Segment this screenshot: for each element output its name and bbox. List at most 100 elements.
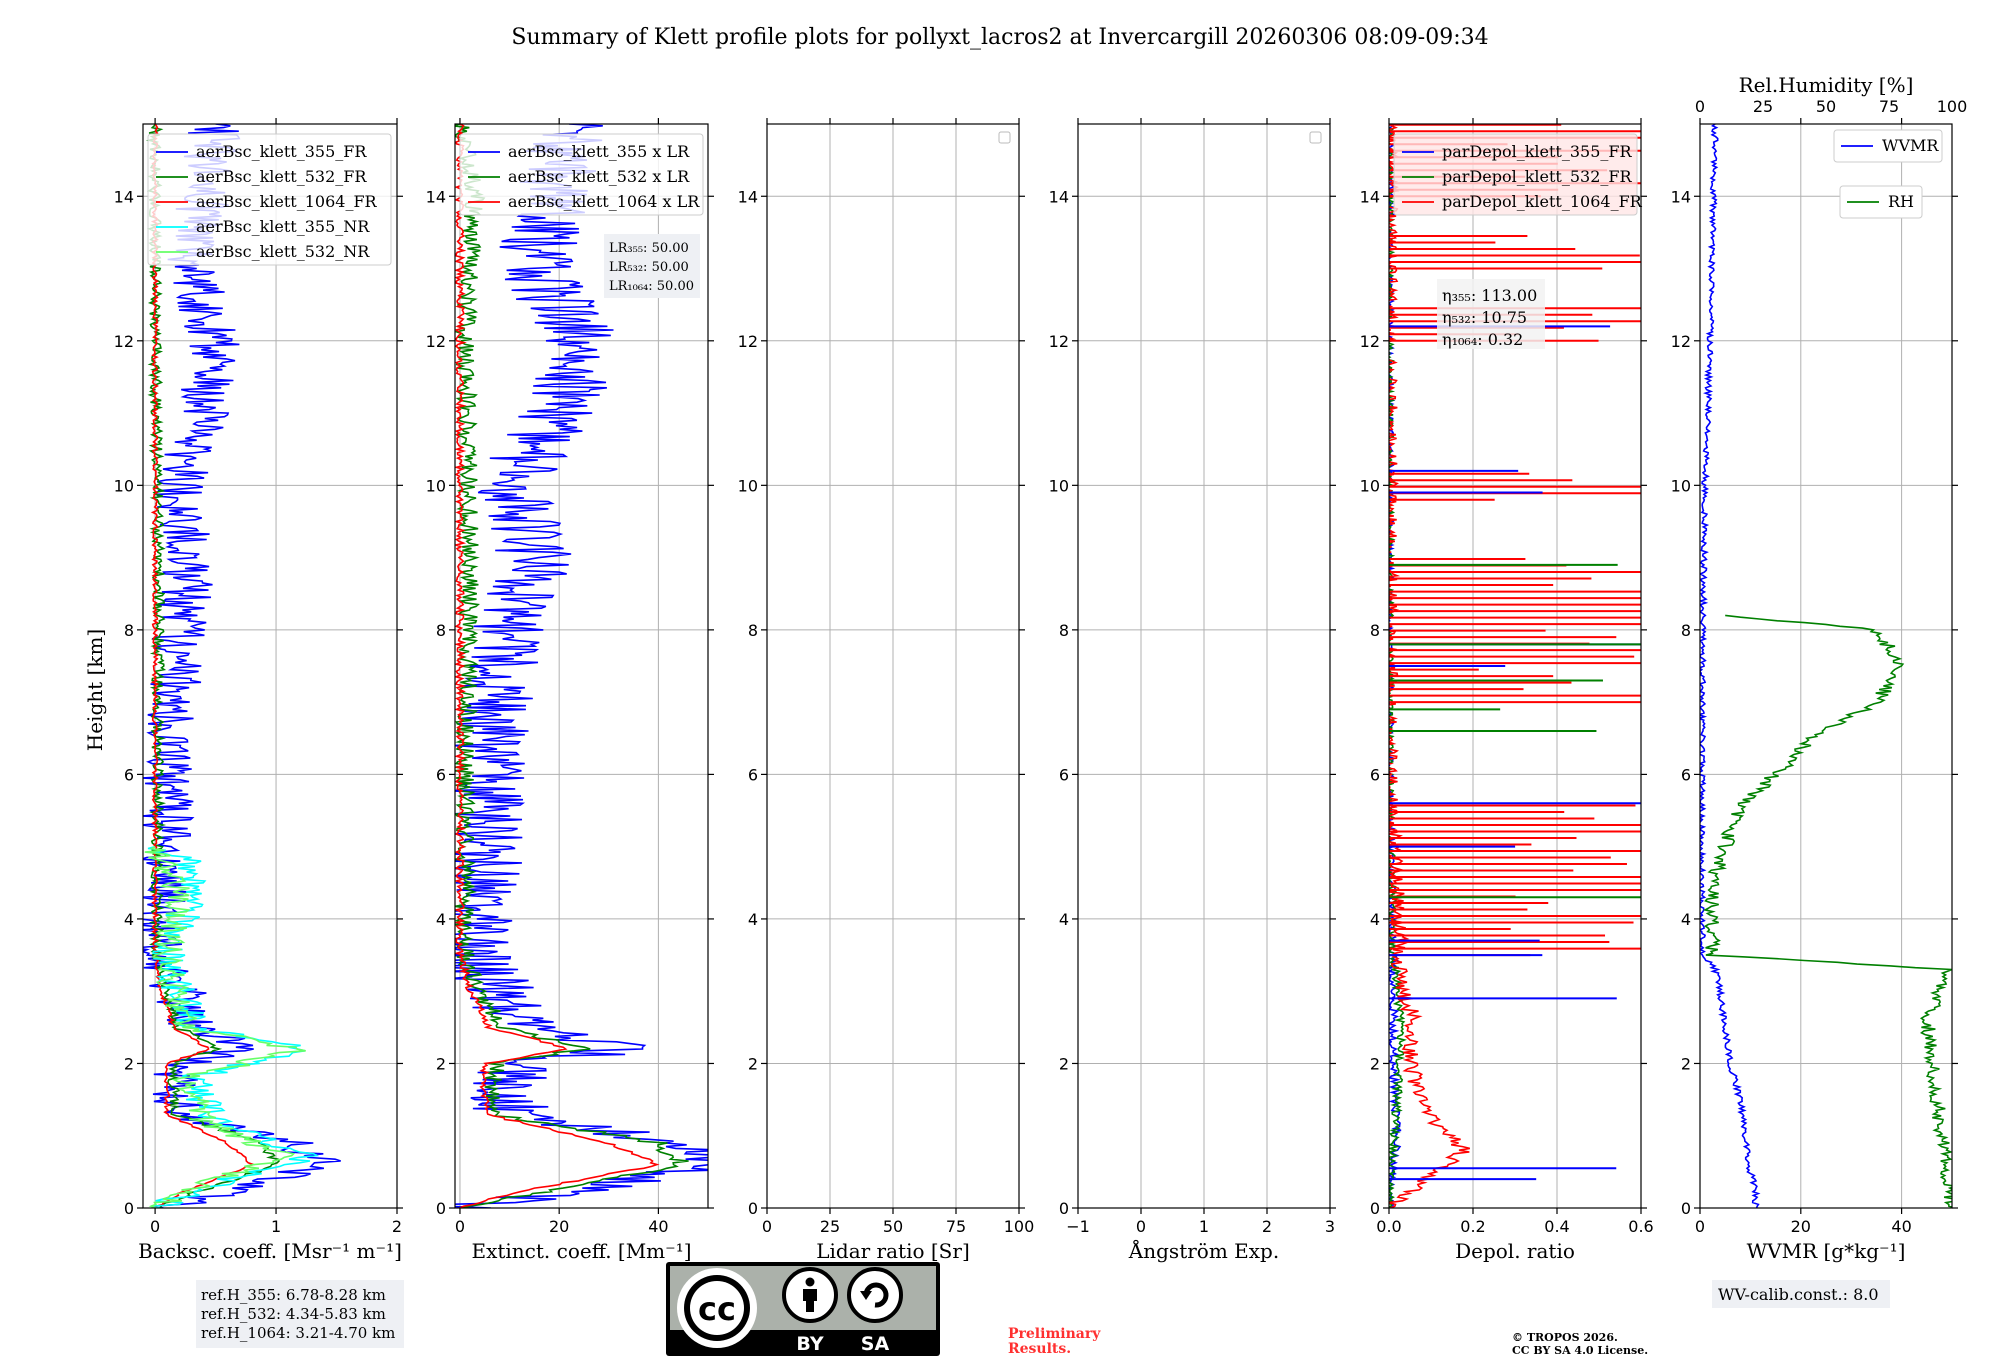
y-tick-label: 6 [1370,765,1380,784]
x-tick-label: 0.4 [1544,1217,1569,1236]
annotation-box [1437,279,1545,349]
y-tick-label: 10 [114,476,134,495]
x-tick-label: 0 [1695,1217,1705,1236]
legend-entry: aerBsc_klett_532 x LR [508,167,690,186]
y-tick-label: 6 [436,765,446,784]
series-line-aerBsc_klett_1064_FR [150,124,257,1208]
annotation-box [1712,1280,1890,1308]
legend-box [147,133,392,266]
x-axis-label: Lidar ratio [Sr] [816,1239,970,1263]
empty-legend-box [998,131,1011,144]
legend-box [1393,133,1638,216]
legend-entry: RH [1888,192,1914,211]
series-line-parDepol_klett_1064_FR [1389,124,1470,1208]
x-tick-label: 1 [1199,1217,1209,1236]
empty-legend-box [1309,131,1322,144]
y-tick-label: 6 [1059,765,1069,784]
series-line-WVMR [1700,124,1761,1208]
x-tick-label: 1 [271,1217,281,1236]
plot-frame [142,123,398,1209]
x-tick-label: 100 [1004,1217,1035,1236]
x-axis-label: WVMR [g*kg⁻¹] [1747,1239,1906,1263]
x2-tick-label: 100 [1937,97,1968,116]
x-tick-label: 3 [1325,1217,1335,1236]
x2-tick-label: 25 [1753,97,1773,116]
y-tick-label: 0 [1059,1199,1069,1218]
x-tick-label: −1 [1066,1217,1090,1236]
annotation-line: WV-calib.const.: 8.0 [1718,1285,1879,1304]
series-group [143,124,341,1208]
y-tick-label: 4 [124,910,134,929]
series-line-parDepol_klett_355_FR [1389,124,1402,1208]
series-line-aerBsc_klett_532_NR [144,845,306,1208]
ref-height-355: ref.H_355: 6.78-8.28 km [201,1286,386,1304]
series-line-RH [1702,614,1952,1208]
series-group [1389,124,1641,1208]
legend-entry: aerBsc_klett_355_FR [196,142,367,161]
y-tick-label: 2 [436,1054,446,1073]
x-tick-label: 0 [455,1217,465,1236]
wv-calibration-annotation: WV-calib.const.: 8.0 [1712,1280,1890,1308]
annotation-box [604,234,700,298]
x-axis-label: Ångström Exp. [1128,1238,1279,1263]
y-tick-label: 4 [748,910,758,929]
y-tick-label: 0 [436,1199,446,1218]
y-tick-label: 10 [738,476,758,495]
y-tick-label: 4 [1059,910,1069,929]
x-tick-label: 40 [648,1217,668,1236]
annotation-line: η₅₃₂: 10.75 [1442,308,1527,327]
x-axis-label: Backsc. coeff. [Msr⁻¹ m⁻¹] [138,1239,402,1263]
y-tick-label: 12 [114,332,134,351]
legend: parDepol_klett_355_FR parDepol_klett_532_… [1393,133,1643,216]
x-tick-label: 0.6 [1628,1217,1653,1236]
series-line-aerBsc_klett_355 x LR [455,124,708,1208]
copyright-line1: © TROPOS 2026. [1512,1331,1618,1344]
annotation-line: η₁₀₆₄: 0.32 [1442,330,1523,349]
legend-entry: parDepol_klett_532_FR [1442,167,1633,186]
ref-height-532: ref.H_532: 4.34-5.83 km [201,1305,386,1323]
preliminary-note-line2: Results. [1008,1341,1071,1357]
legend: WVMR RH [1833,129,1943,219]
y-tick-label: 0 [748,1199,758,1218]
x-tick-label: 2 [1262,1217,1272,1236]
depol-calibration-annotation: η₃₅₅: 113.00 η₅₃₂: 10.75 η₁₀₆₄: 0.32 [1437,279,1545,349]
y-tick-label: 12 [1360,332,1380,351]
cc-logo-text: cc [698,1290,736,1328]
x-tick-label: 0.2 [1460,1217,1485,1236]
series-line-aerBsc_klett_532_FR [145,124,280,1208]
y-tick-label: 0 [1681,1199,1691,1218]
x-tick-label: 0 [762,1217,772,1236]
legend-box-rh [1839,185,1923,219]
y-tick-label: 14 [114,187,134,206]
series-group [1700,124,1952,1208]
legend-box-wvmr [1833,129,1943,163]
series-group [455,124,708,1208]
x-axis-label: Depol. ratio [1455,1239,1575,1263]
legend: aerBsc_klett_355_FR aerBsc_klett_532_FRae… [147,133,392,266]
x-tick-label: 2 [392,1217,402,1236]
x-tick-label: 0 [150,1217,160,1236]
y-tick-label: 2 [748,1054,758,1073]
y-tick-label: 10 [426,476,446,495]
x-tick-label: 75 [946,1217,966,1236]
y-tick-label: 2 [1370,1054,1380,1073]
y-tick-label: 14 [1049,187,1069,206]
y-tick-label: 14 [1360,187,1380,206]
plot-frame [454,123,709,1209]
legend-entry: aerBsc_klett_532_FR [196,167,367,186]
legend-entry: aerBsc_klett_1064_FR [196,192,378,211]
x-tick-label: 50 [883,1217,903,1236]
copyright-line2: CC BY SA 4.0 License. [1512,1344,1648,1357]
x-tick-label: 40 [1891,1217,1911,1236]
annotation-line: LR₃₅₅: 50.00 [609,241,689,256]
y-tick-label: 8 [1681,621,1691,640]
series-line-aerBsc_klett_1064 x LR [455,124,660,1208]
y-tick-label: 4 [1681,910,1691,929]
legend: aerBsc_klett_355 x LR aerBsc_klett_532 x … [459,133,704,216]
annotation-line: LR₁₀₆₄: 50.00 [609,279,694,294]
annotation-line: η₃₅₅: 113.00 [1442,286,1537,305]
license-by-text: BY [796,1333,823,1355]
y-tick-label: 4 [1370,910,1380,929]
